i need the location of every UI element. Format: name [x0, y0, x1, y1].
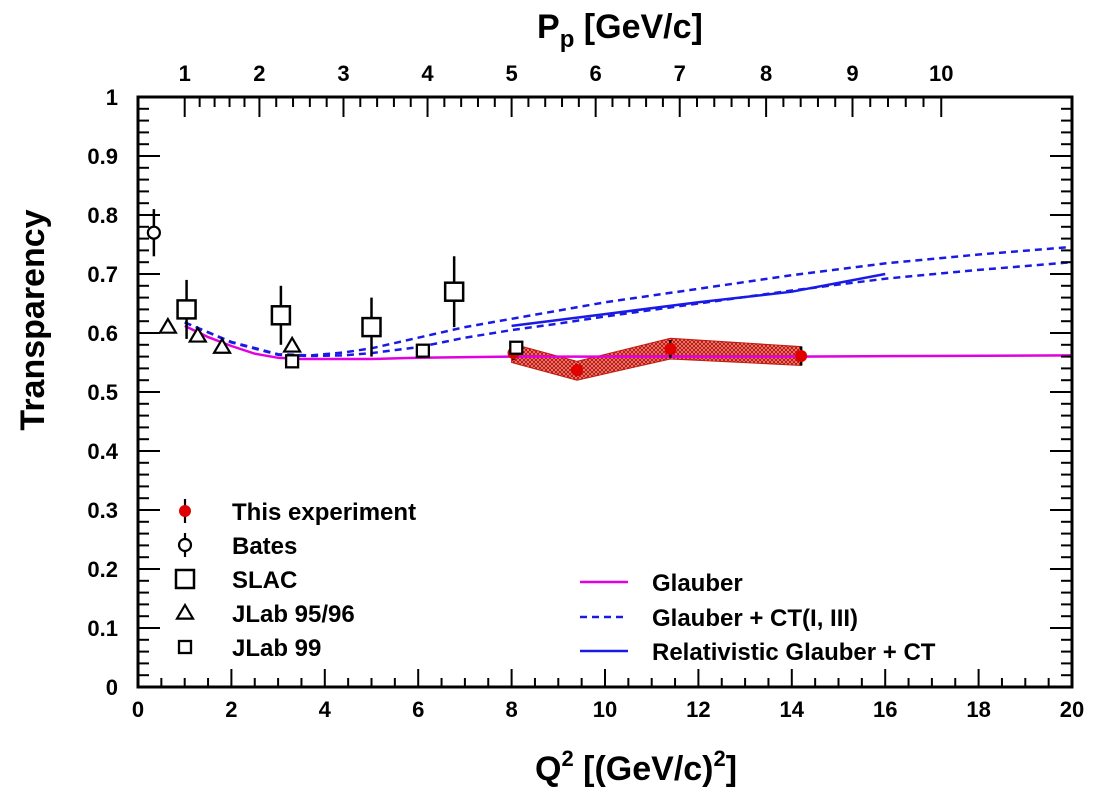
marker-open-square-small: [284, 354, 300, 369]
y-tick-label: 0.7: [87, 262, 118, 287]
tick-labels: 0 2 4 6 8 10 12 14 16 18 2000.10.20.30.40.50.60.70…: [87, 61, 1084, 722]
y-tick-label: 0.2: [87, 557, 118, 582]
axis-ticks: [137, 96, 1073, 688]
top-tick-label: 3: [337, 61, 349, 86]
y-axis-title: Transparency: [14, 209, 52, 430]
marker-open-triangle: [212, 336, 232, 354]
marker-open-circle: [177, 537, 193, 553]
error-band-area: [511, 337, 802, 381]
curve-line: [184, 324, 1073, 361]
top-tick-label: 6: [590, 61, 602, 86]
y-tick-label: 0.4: [87, 439, 118, 464]
top-tick-label: 1: [179, 61, 191, 86]
marker-filled-circle: [795, 350, 808, 363]
y-tick-label: 0.3: [87, 498, 118, 523]
x-tick-label: 4: [319, 697, 332, 722]
marker-open-circle: [146, 225, 161, 240]
top-tick-label: 7: [674, 61, 686, 86]
y-tick-label: 1: [106, 85, 118, 110]
marker-open-square-small: [415, 343, 431, 358]
x-tick-label: 0: [132, 697, 144, 722]
marker-open-triangle: [157, 316, 178, 334]
top-tick-label: 9: [846, 61, 858, 86]
y-tick-label: 0.6: [87, 321, 118, 346]
marker-open-triangle: [282, 335, 303, 353]
x-tick-label: 18: [966, 697, 990, 722]
data-points: [146, 209, 808, 377]
marker-open-triangle: [187, 325, 208, 343]
marker-filled-circle: [179, 505, 191, 517]
legend-label: Glauber: [652, 570, 743, 597]
top-tick-label: 5: [505, 61, 517, 86]
marker-open-square-large: [176, 299, 197, 320]
curve-line: [184, 245, 1073, 357]
y-tick-label: 0: [106, 675, 118, 700]
legend: This experiment Bates SLAC JLab 95/96 JLab 9…: [174, 499, 936, 666]
x-tick-label: 10: [593, 697, 617, 722]
marker-open-square-large: [174, 568, 196, 590]
legend-label: SLAC: [232, 567, 297, 594]
top-tick-label: 4: [421, 61, 434, 86]
marker-open-square-small: [177, 639, 193, 655]
curve-line: [511, 272, 886, 328]
legend-label: Glauber + CT(I, III): [652, 605, 858, 632]
marker-filled-circle: [570, 364, 583, 377]
top-tick-label: 8: [760, 61, 772, 86]
plot-frame: [136, 95, 1074, 689]
legend-label: Bates: [232, 533, 297, 560]
plot-frame-rect: [136, 95, 1074, 689]
curve-line: [184, 260, 1073, 358]
x-tick-label: 6: [412, 697, 424, 722]
top-tick-label: 10: [929, 61, 953, 86]
marker-open-square-large: [270, 305, 292, 326]
x2-axis-title: Pp [GeV/c]: [537, 8, 703, 53]
error-band: [511, 337, 802, 381]
y-tick-label: 0.9: [87, 144, 118, 169]
marker-open-square-small: [509, 340, 524, 355]
x-tick-label: 16: [873, 697, 897, 722]
top-tick-label: 2: [253, 61, 265, 86]
x-tick-label: 8: [505, 697, 517, 722]
y-tick-label: 0.1: [87, 616, 118, 641]
legend-label: JLab 99: [232, 635, 321, 662]
theory-curves: [184, 245, 1073, 361]
x-tick-label: 20: [1060, 697, 1084, 722]
legend-label: Relativistic Glauber + CT: [652, 639, 936, 666]
y-tick-label: 0.8: [87, 203, 118, 228]
x-tick-label: 12: [686, 697, 710, 722]
y-tick-label: 0.5: [87, 380, 118, 405]
x-axis-title: Q2 [(GeV/c)2]: [535, 746, 737, 788]
marker-open-square-large: [361, 316, 382, 338]
marker-open-square-large: [443, 281, 465, 302]
marker-filled-circle: [664, 342, 677, 355]
x-tick-label: 2: [225, 697, 237, 722]
legend-label: JLab 95/96: [232, 601, 355, 628]
marker-open-triangle: [175, 602, 195, 620]
legend-label: This experiment: [232, 499, 416, 526]
x-tick-label: 14: [780, 697, 805, 722]
